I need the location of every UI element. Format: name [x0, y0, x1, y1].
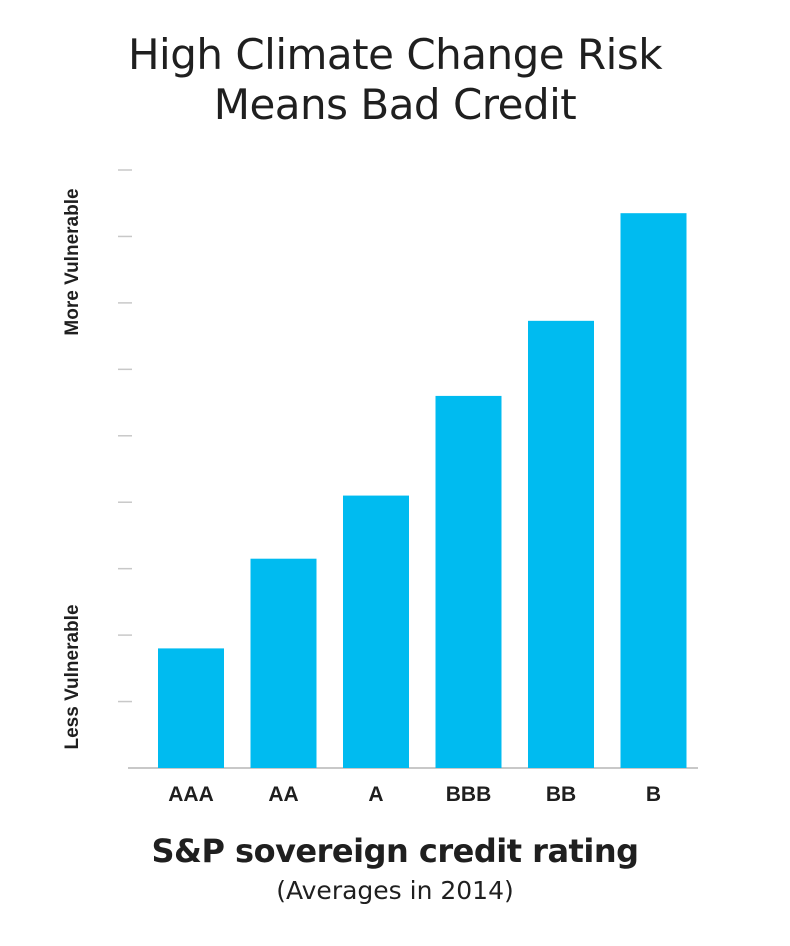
x-tick-label-aa: AA	[268, 783, 298, 806]
x-tick-label-b: B	[646, 783, 661, 806]
x-tick-label-aaa: AAA	[168, 783, 214, 806]
bar-aa	[250, 558, 317, 768]
chart-title: High Climate Change Risk Means Bad Credi…	[0, 30, 790, 130]
bar-aaa	[158, 648, 224, 768]
x-tick-label-a: A	[368, 783, 383, 806]
x-axis-title: S&P sovereign credit rating	[151, 832, 639, 870]
y-axis-ticks	[118, 169, 132, 703]
x-tick-labels: AAA AA A BBB BB B	[168, 783, 661, 806]
y-label-more-vulnerable: More Vulnerable	[62, 188, 83, 335]
chart-title-line-1: High Climate Change Risk	[127, 30, 663, 79]
bar-bbb	[435, 395, 502, 768]
x-tick-label-bbb: BBB	[446, 783, 492, 806]
bar-a	[343, 495, 409, 768]
bar-b	[620, 213, 687, 768]
chart-title-line-2: Means Bad Credit	[213, 80, 577, 129]
x-tick-label-bb: BB	[546, 783, 576, 806]
bar-bb	[528, 320, 594, 768]
y-label-less-vulnerable: Less Vulnerable	[62, 604, 83, 749]
bars	[158, 213, 687, 768]
x-axis-subtitle: (Averages in 2014)	[276, 876, 514, 905]
